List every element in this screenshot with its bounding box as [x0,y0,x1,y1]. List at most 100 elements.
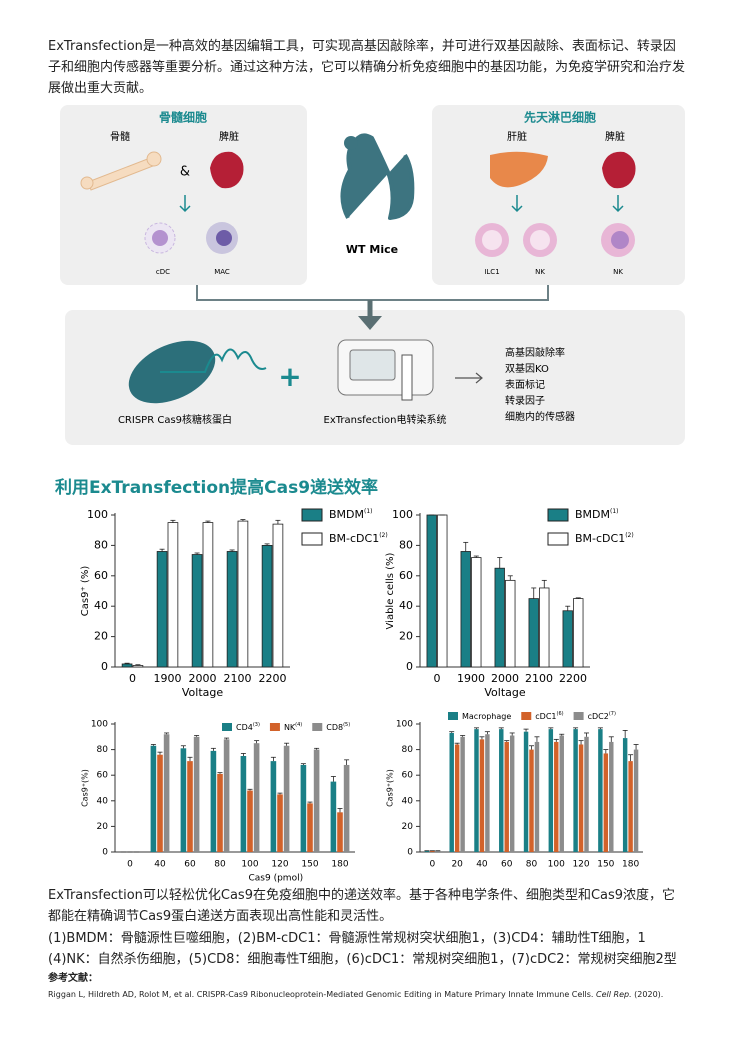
legend-label: Macrophage [462,712,511,721]
bar [454,744,460,852]
bar [226,551,238,668]
label: 骨髓 [110,130,130,143]
label: ILC1 [484,268,499,276]
cell [530,230,550,250]
legend-label: CD4(3) [236,722,260,732]
bar [217,773,223,852]
legend-label: cDC1(6) [535,711,563,721]
legend-label: NK(4) [284,722,302,732]
x-tick-label: 80 [214,860,226,870]
y-axis-label: Cas9⁺(%) [81,769,90,807]
bar [573,598,584,668]
label: WT Mice [346,243,398,256]
journal: Cell Rep. [596,990,632,999]
x-tick-label: 40 [476,860,488,870]
bar [505,579,516,668]
legend-label: BMDM(1) [575,508,619,522]
spleen [602,151,636,189]
bar [471,557,482,668]
y-tick-label: 20 [94,630,108,643]
legend-label: CD8(5) [326,722,350,732]
label: CRISPR Cas9核糖核蛋白 [118,413,232,426]
notes: (1)BMDM：骨髓源性巨噬细胞，(2)BM-cDC1：骨髓源性常规树突状细胞1… [48,931,677,967]
x-axis-label: Cas9 (pmol) [249,874,304,884]
y-tick-label: 20 [402,822,414,832]
x-tick-label: 2000 [491,672,519,685]
x-tick-label: 100 [241,860,258,870]
arrow [511,195,624,213]
bar [494,567,505,668]
panel-title: 先天淋巴细胞 [524,110,596,125]
outcome: 细胞内的传感器 [505,410,575,423]
y-tick-label: 20 [399,630,413,643]
bar [202,522,214,668]
panel [432,105,685,285]
y-tick-label: 100 [87,508,108,521]
legend-label: cDC2(7) [588,711,616,721]
bar [210,750,217,852]
x-tick-label: 0 [430,860,436,870]
label: NK [613,268,623,276]
outcome: 高基因敲除率 [505,346,565,359]
bar [437,514,448,668]
bar [277,794,283,852]
bar [523,731,529,852]
bar [307,803,313,852]
bar [622,738,628,852]
bar [270,761,277,852]
x-axis-label: Voltage [484,686,525,699]
description: ExTransfection可以轻松优化Cas9在免疫细胞中的递送效率。基于各种… [48,888,676,924]
y-axis-label: Viable cells (%) [385,552,396,629]
legend-note: (6) [557,711,564,717]
bar [573,729,578,852]
bar [191,554,203,668]
y-tick-label: 40 [94,599,108,612]
citation: Riggan L, Hildreth AD, Rolot M, et al. C… [48,990,594,999]
y-tick-label: 0 [406,660,413,673]
y-tick-label: 0 [101,660,108,673]
bar [253,743,260,852]
bar [435,850,441,852]
x-axis-label: Voltage [182,686,223,699]
bar [193,736,200,852]
legend-swatch [547,532,569,546]
x-tick-label: 0 [434,672,441,685]
bar [633,749,639,852]
x-tick-label: 180 [622,860,639,870]
reference-title: 参考文献： [48,973,98,984]
bar [460,736,465,852]
bar [272,523,284,668]
bone [146,151,162,167]
bar [628,761,633,852]
bar [283,745,290,852]
label: ExTransfection电转染系统 [324,413,447,426]
legend-name: CD4 [236,723,253,732]
bar [529,749,534,852]
connector [196,285,549,301]
bone [80,176,94,190]
pipette [401,354,413,401]
legend-note: (4) [295,722,302,728]
intro: ExTransfection是一种高效的基因编辑工具，可实现高基因敲除率，并可进… [48,39,686,96]
bar [479,739,485,852]
bar [426,514,437,668]
bar [485,734,490,852]
outcome: 双基因KO [505,362,549,375]
x-tick-label: 120 [271,860,288,870]
bar [167,522,179,668]
bar [584,736,589,852]
x-tick-label: 180 [331,860,348,870]
y-tick-label: 40 [399,599,413,612]
legend-swatch [222,723,232,731]
label: 脾脏 [605,130,625,143]
x-tick-label: 0 [127,860,133,870]
legend-note: (1) [364,508,373,515]
y-tick-label: 0 [407,848,413,858]
cell [152,230,168,246]
bar [504,741,509,852]
bar [337,812,343,852]
legend-label: BMDM(1) [329,508,373,522]
bar [240,756,247,852]
label: MAC [214,268,230,276]
